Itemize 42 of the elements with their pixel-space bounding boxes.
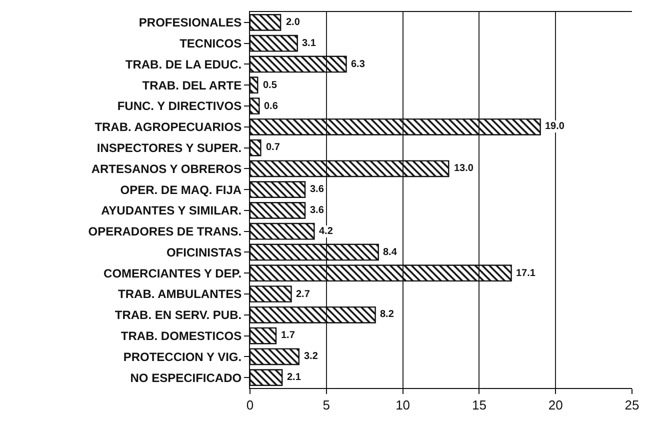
y-tick-label: OPER. DE MAQ. FIJA <box>120 182 242 197</box>
y-tick-label: ARTESANOS Y OBREROS <box>91 162 242 176</box>
y-tick-label: TRAB. AMBULANTES <box>118 287 242 302</box>
data-label: 6.3 <box>351 59 366 70</box>
x-tick-label: 10 <box>396 398 410 413</box>
y-tick-label: OPERADORES DE TRANS. <box>88 224 242 239</box>
y-tick-label: TRAB. DOMESTICOS <box>120 328 242 343</box>
y-tick-label: AYUDANTES Y SIMILAR. <box>101 204 242 218</box>
x-tick-label: 15 <box>472 398 486 413</box>
data-label: 0.6 <box>264 101 278 112</box>
data-label: 0.7 <box>266 142 280 153</box>
x-tick-label: 20 <box>548 398 563 413</box>
data-label: 3.6 <box>310 205 324 216</box>
data-label: 8.4 <box>383 247 398 258</box>
y-tick-label: NO ESPECIFICADO <box>130 370 242 385</box>
data-label: 2.0 <box>286 17 300 28</box>
data-label: 2.7 <box>296 289 310 300</box>
data-label: 3.1 <box>302 38 316 49</box>
data-label: 4.2 <box>319 226 334 237</box>
x-tick-label: 25 <box>624 398 640 413</box>
y-tick-label: FUNC. Y DIRECTIVOS <box>117 99 242 114</box>
y-tick-label: TRAB. AGROPECUARIOS <box>94 120 242 134</box>
data-label: 2.1 <box>287 372 302 383</box>
data-label: 3.2 <box>304 351 318 362</box>
y-tick-label: COMERCIANTES Y DEP. <box>104 266 242 280</box>
data-label: 17.1 <box>516 268 536 279</box>
y-tick-label: TRAB. DEL ARTE <box>142 78 242 92</box>
y-tick-label: INSPECTORES Y SUPER. <box>96 140 242 155</box>
data-label: 19.0 <box>545 121 565 132</box>
x-tick-label: 5 <box>322 398 330 413</box>
data-label: 0.5 <box>263 80 278 91</box>
y-tick-label: TRAB. EN SERV. PUB. <box>114 308 242 322</box>
y-tick-label: TRAB. DE LA EDUC. <box>125 57 242 72</box>
y-tick-label: PROTECCION Y VIG. <box>123 350 242 364</box>
data-label: 1.7 <box>281 330 296 341</box>
data-label: 13.0 <box>454 163 474 174</box>
x-tick-label: 0 <box>246 398 254 413</box>
y-tick-label: TECNICOS <box>180 36 242 51</box>
y-tick-label: PROFESIONALES <box>138 16 242 30</box>
data-label: 8.2 <box>380 309 394 320</box>
data-label: 3.6 <box>310 184 324 195</box>
y-tick-label: OFICINISTAS <box>166 245 242 260</box>
